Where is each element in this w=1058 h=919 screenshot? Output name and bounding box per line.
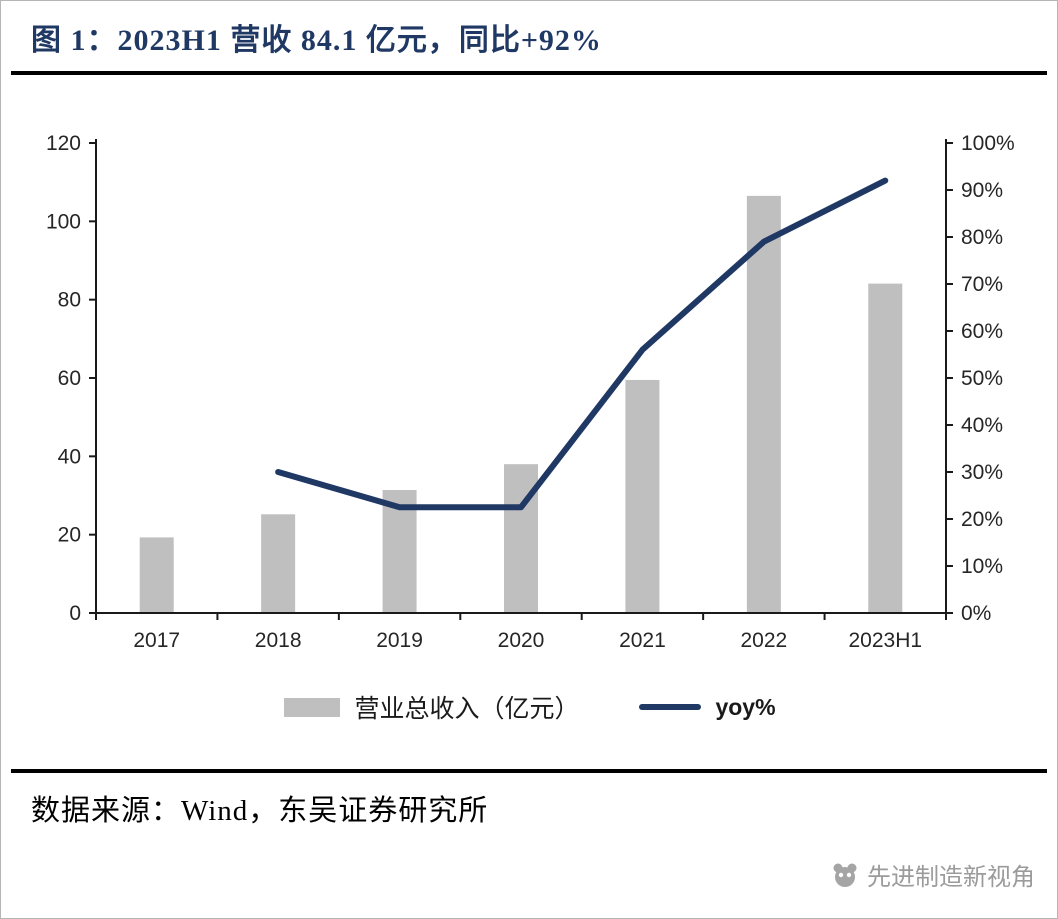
svg-text:2021: 2021 [619,629,666,652]
revenue-yoy-chart: 0 20 40 60 80 100 120 0% 10% 20% 30% 40% 50% 60% 70% 80… [46,132,1015,652]
yoy-line-swatch [639,704,702,710]
svg-text:2023H1: 2023H1 [849,629,923,652]
svg-text:2017: 2017 [133,629,180,652]
svg-text:20: 20 [58,524,81,547]
svg-text:60: 60 [58,367,81,390]
svg-text:100%: 100% [961,132,1015,155]
svg-text:10%: 10% [961,555,1003,578]
svg-text:0%: 0% [961,602,991,625]
svg-text:120: 120 [46,132,81,155]
watermark-text: 先进制造新视角 [867,864,1035,891]
legend-item-revenue: 营业总收入（亿元） [284,689,579,725]
svg-text:2019: 2019 [376,629,423,652]
chart-legend: 营业总收入（亿元） yoy% [1,689,1057,725]
svg-text:50%: 50% [961,367,1003,390]
title-divider-rule [11,71,1047,75]
yoy-legend-label: yoy% [715,693,776,720]
watermark: 先进制造新视角 [831,857,1035,892]
svg-text:40: 40 [58,445,81,468]
svg-text:100: 100 [46,210,81,233]
svg-text:20%: 20% [961,508,1003,531]
page-title: 图 1：2023H1 营收 84.1 亿元，同比+92% [31,24,602,57]
svg-text:0: 0 [69,602,81,625]
svg-text:80%: 80% [961,226,1003,249]
revenue-bar-swatch [284,697,341,717]
source-divider-rule [11,769,1047,773]
svg-text:30%: 30% [961,461,1003,484]
svg-text:40%: 40% [961,414,1003,437]
data-source-text: 数据来源：Wind，东吴证券研究所 [31,795,489,827]
watermark-logo-icon [833,863,857,887]
svg-text:2018: 2018 [255,629,302,652]
svg-text:80: 80 [58,289,81,312]
revenue-legend-label: 营业总收入（亿元） [354,696,580,723]
legend-item-yoy: yoy% [639,693,776,721]
svg-text:60%: 60% [961,320,1003,343]
svg-text:90%: 90% [961,179,1003,202]
svg-text:2022: 2022 [740,629,787,652]
svg-text:2020: 2020 [498,629,545,652]
svg-text:70%: 70% [961,273,1003,296]
